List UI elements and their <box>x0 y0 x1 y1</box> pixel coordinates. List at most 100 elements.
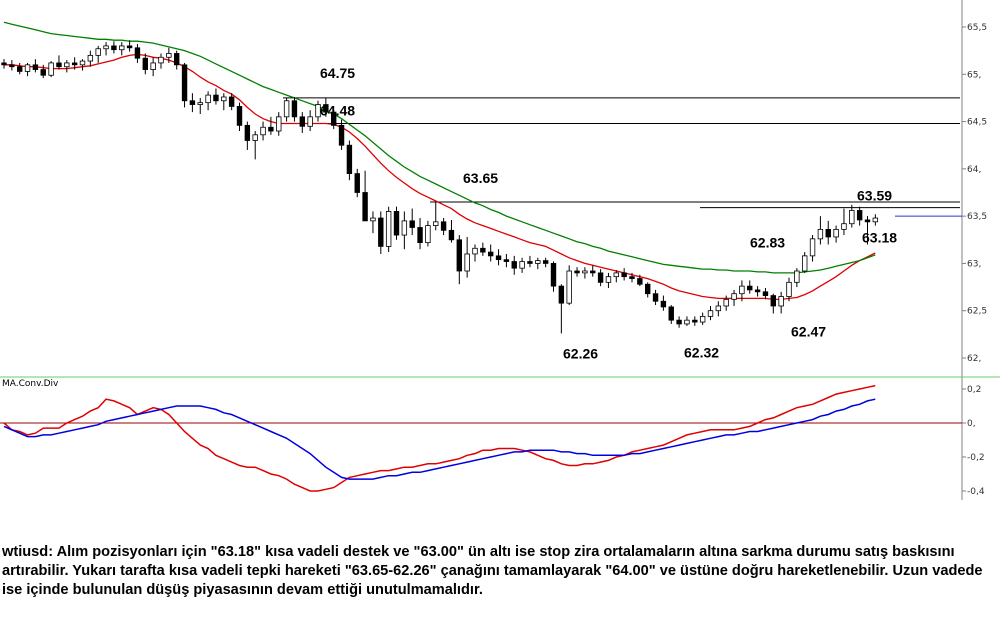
candle-body <box>134 47 141 59</box>
candle-body <box>150 62 156 70</box>
candle-body <box>637 278 643 285</box>
candle-body <box>480 247 486 253</box>
candle-body <box>535 260 541 264</box>
candle-body <box>228 96 235 107</box>
candle-body <box>558 285 565 304</box>
candle-body <box>417 227 423 244</box>
candle-body <box>786 281 792 297</box>
candle-body <box>299 116 305 127</box>
candle-body <box>472 247 478 255</box>
candle-body <box>181 64 188 102</box>
candle-body <box>629 276 635 279</box>
candle-body <box>448 229 455 241</box>
candle-body <box>323 104 329 113</box>
candle-body <box>142 57 148 70</box>
candle-body <box>582 270 588 274</box>
candle-body <box>330 111 337 126</box>
candle-body <box>487 251 494 257</box>
candle-body <box>401 220 408 236</box>
macd-panel: MA.Conv.Div 0,2 0, -0,2 -0,4 <box>0 379 985 497</box>
candle-body <box>32 64 39 70</box>
candle-body <box>527 261 533 264</box>
candle-body <box>189 100 196 105</box>
candle-body <box>802 255 808 272</box>
candle-body <box>747 285 753 291</box>
candle-body <box>849 210 855 225</box>
level-label: 63.65 <box>463 170 498 186</box>
candle-body <box>213 94 219 102</box>
indicator-tick-label: 0,2 <box>967 385 981 395</box>
candle-body <box>370 217 376 222</box>
commentary-text: wtiusd: Alım pozisyonları için "63.18" k… <box>2 544 983 598</box>
candle-body <box>684 319 690 325</box>
candle-body <box>236 106 243 126</box>
indicator-title: MA.Conv.Div <box>2 379 59 389</box>
candle-body <box>173 53 180 66</box>
candle-body <box>268 126 274 132</box>
candle-body <box>48 62 54 76</box>
price-annotation: 62.83 <box>750 235 785 251</box>
indicator-tick-label: 0, <box>967 419 976 429</box>
candle-body <box>817 228 824 240</box>
y-tick-label: 65,5 <box>967 23 987 33</box>
candle-body <box>872 217 879 223</box>
indicator-tick-label: -0,2 <box>967 453 985 463</box>
candle-body <box>864 219 871 223</box>
candle-body <box>378 217 384 247</box>
candle-body <box>645 283 651 295</box>
candle-body <box>276 116 282 132</box>
candle-body <box>197 102 203 105</box>
candle-body <box>87 54 94 62</box>
y-tick-label: 62,5 <box>967 307 987 317</box>
signal-line <box>3 398 876 480</box>
candle-body <box>739 285 745 295</box>
y-tick-label: 63,5 <box>967 212 987 222</box>
y-tick-label: 62, <box>967 354 981 364</box>
candle-body <box>723 298 729 307</box>
candle-body <box>205 94 211 104</box>
candle-body <box>252 134 258 141</box>
candle-body <box>652 293 659 302</box>
price-annotation: 63.18 <box>862 229 897 245</box>
candle-body <box>590 270 596 274</box>
candle-body <box>244 124 251 141</box>
candle-body <box>440 221 447 231</box>
candle-body <box>715 305 722 312</box>
candle-body <box>393 211 400 236</box>
candle-body <box>1 62 7 66</box>
candle-body <box>9 64 15 68</box>
candle-body <box>503 259 510 262</box>
candle-body <box>770 295 776 307</box>
price-annotation: 62.47 <box>791 324 826 340</box>
candle-body <box>111 45 117 51</box>
candle-body <box>260 126 266 136</box>
candle-body <box>778 296 784 307</box>
candle-body <box>24 64 31 72</box>
candle-body <box>754 289 761 293</box>
candle-body <box>668 306 674 321</box>
candle-body <box>605 276 612 283</box>
candle-body <box>621 272 627 278</box>
candle-body <box>699 315 706 323</box>
candle-body <box>79 60 86 66</box>
candle-body <box>119 45 125 51</box>
candle-body <box>103 45 109 50</box>
candle-body <box>346 144 353 174</box>
candle-body <box>794 270 800 283</box>
candle-body <box>95 48 101 56</box>
candle-body <box>464 253 470 272</box>
macd-line <box>3 384 876 492</box>
candle-body <box>409 220 415 228</box>
price-annotation: 62.26 <box>563 345 598 361</box>
candle-body <box>550 263 557 287</box>
candle-body <box>291 100 298 118</box>
candle-body <box>126 45 133 49</box>
candle-body <box>511 261 517 269</box>
candle-body <box>425 225 431 244</box>
candle-body <box>166 53 172 58</box>
level-label: 64.75 <box>320 65 355 81</box>
slow-moving-average-line <box>3 21 876 274</box>
candle-body <box>574 270 580 274</box>
candle-body <box>707 310 714 317</box>
